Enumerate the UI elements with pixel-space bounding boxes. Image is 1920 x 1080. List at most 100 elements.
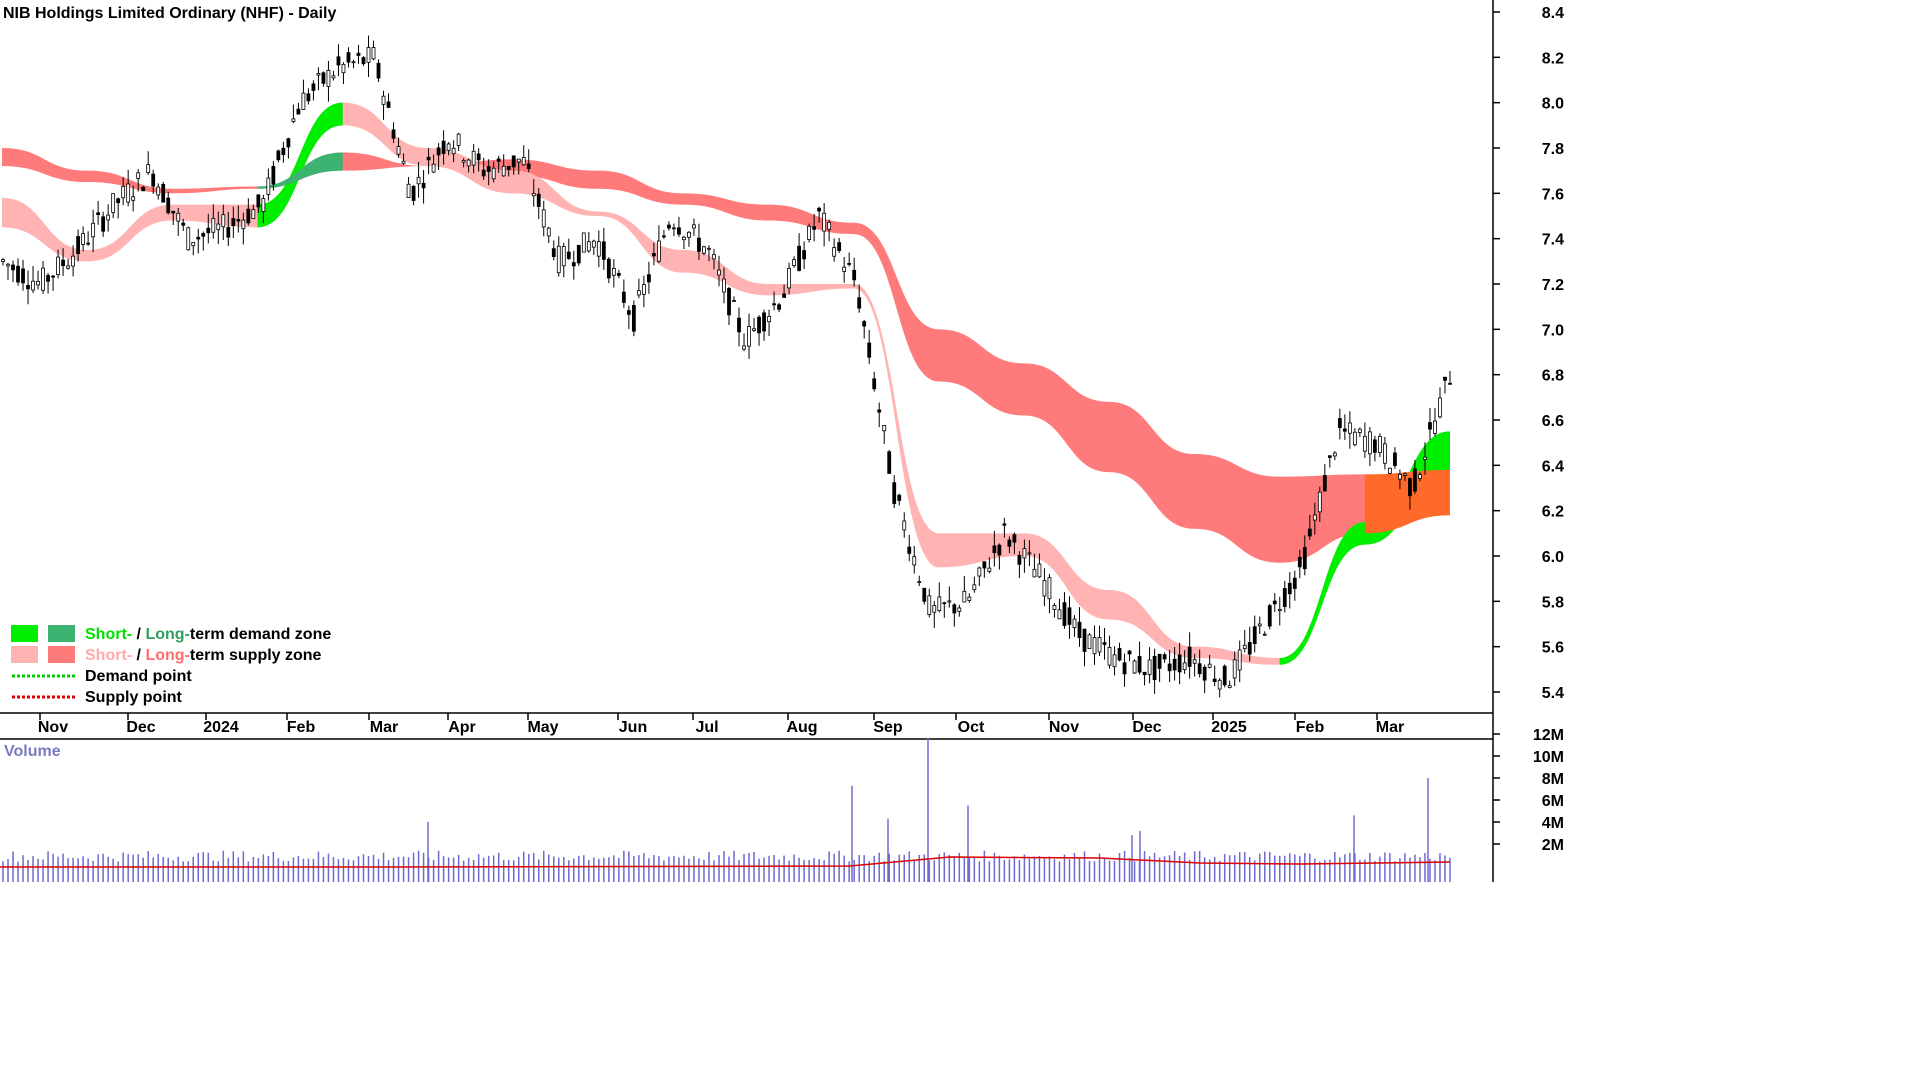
- candle-body: [41, 267, 45, 291]
- candle-body: [301, 92, 306, 110]
- candle-body: [802, 250, 807, 260]
- candle-body: [812, 226, 817, 230]
- candle-body: [807, 225, 812, 241]
- candle-body: [281, 147, 286, 156]
- candle-body: [81, 233, 86, 245]
- candle-body: [566, 251, 571, 259]
- candle-body: [421, 182, 426, 189]
- candle-body: [1142, 671, 1147, 676]
- candle-body: [1, 259, 5, 262]
- candle-body: [621, 291, 626, 303]
- candle-body: [1428, 422, 1432, 430]
- candle-body: [216, 223, 221, 231]
- candle-body: [1047, 577, 1052, 600]
- candle-body: [717, 269, 721, 276]
- x-tick-label: Nov: [38, 719, 68, 736]
- candle-body: [446, 143, 451, 151]
- candle-body: [541, 209, 546, 228]
- candle-body: [491, 167, 496, 180]
- candle-body: [626, 310, 631, 315]
- candle-body: [241, 219, 246, 230]
- x-tick-label: Nov: [1049, 719, 1079, 736]
- candle-body: [1277, 608, 1282, 612]
- candle-body: [672, 227, 676, 230]
- candle-body: [962, 590, 967, 603]
- candle-body: [1057, 609, 1062, 620]
- y-tick-label: 8.2: [1542, 50, 1564, 67]
- candle-body: [1027, 552, 1032, 555]
- candle-body: [737, 317, 741, 333]
- legend: Short- / Long-term demand zone Short- / …: [11, 625, 331, 706]
- candle-body: [396, 146, 401, 155]
- candle-body: [927, 595, 932, 615]
- volume-tick-label: 12M: [1533, 727, 1564, 744]
- candle-body: [311, 83, 316, 91]
- x-tick-label: Sep: [873, 719, 903, 736]
- candle-body: [1272, 600, 1277, 605]
- zone-bands: [2, 102, 1450, 665]
- candle-body: [1177, 654, 1182, 673]
- candle-body: [1157, 653, 1162, 669]
- candle-body: [752, 328, 756, 331]
- volume-tick-label: 2M: [1542, 837, 1564, 854]
- candle-body: [1423, 456, 1427, 460]
- candle-body: [987, 567, 992, 572]
- candle-body: [271, 165, 276, 185]
- volume-tick-label: 8M: [1542, 771, 1564, 788]
- legend-swatch-long-supply: [48, 646, 75, 663]
- candle-body: [937, 596, 942, 612]
- candle-body: [106, 214, 111, 221]
- candle-body: [426, 156, 431, 161]
- candle-body: [326, 69, 331, 87]
- candle-body: [96, 212, 101, 216]
- candle-body: [591, 240, 596, 248]
- candle-body: [1357, 428, 1362, 433]
- candle-body: [86, 242, 91, 245]
- candle-body: [867, 342, 872, 358]
- candle-body: [1292, 577, 1297, 589]
- candle-body: [116, 198, 121, 204]
- candle-body: [321, 72, 326, 84]
- candle-body: [506, 165, 511, 170]
- candle-body: [992, 545, 997, 554]
- candle-body: [61, 259, 65, 267]
- candle-body: [687, 231, 691, 238]
- candle-body: [6, 263, 10, 267]
- legend-demand-point: Demand point: [85, 668, 192, 685]
- x-tick-label: 2024: [203, 719, 239, 736]
- x-tick-label: Mar: [1376, 719, 1404, 736]
- candle-body: [762, 312, 766, 332]
- candle-body: [151, 173, 156, 187]
- candle-body: [1202, 666, 1207, 681]
- candle-body: [977, 567, 982, 577]
- x-tick-label: 2025: [1211, 719, 1247, 736]
- candle-body: [1207, 663, 1212, 668]
- candle-body: [276, 150, 281, 161]
- candle-body: [1002, 523, 1007, 526]
- candle-body: [692, 224, 696, 229]
- candle-body: [767, 316, 771, 323]
- candle-body: [551, 248, 556, 257]
- candle-body: [11, 264, 15, 271]
- x-tick-label: Feb: [287, 719, 316, 736]
- candle-body: [1212, 678, 1217, 682]
- candle-body: [997, 544, 1002, 556]
- candle-body: [732, 300, 736, 302]
- volume-average-line: [0, 856, 1451, 868]
- candle-body: [571, 262, 576, 267]
- candle-body: [1403, 473, 1407, 476]
- transition-zone: [1364, 469, 1450, 534]
- candle-body: [1017, 554, 1022, 565]
- legend-demand-sep: /: [132, 626, 145, 643]
- candle-body: [947, 600, 952, 603]
- volume-tick-label: 6M: [1542, 793, 1564, 810]
- candle-body: [1192, 659, 1197, 664]
- candle-body: [1267, 605, 1272, 627]
- candle-body: [1413, 468, 1417, 492]
- candle-body: [1037, 563, 1042, 578]
- candle-body: [712, 254, 716, 260]
- candle-body: [361, 57, 366, 65]
- candle-body: [727, 288, 731, 316]
- candle-body: [26, 285, 30, 290]
- candle-body: [1362, 435, 1367, 452]
